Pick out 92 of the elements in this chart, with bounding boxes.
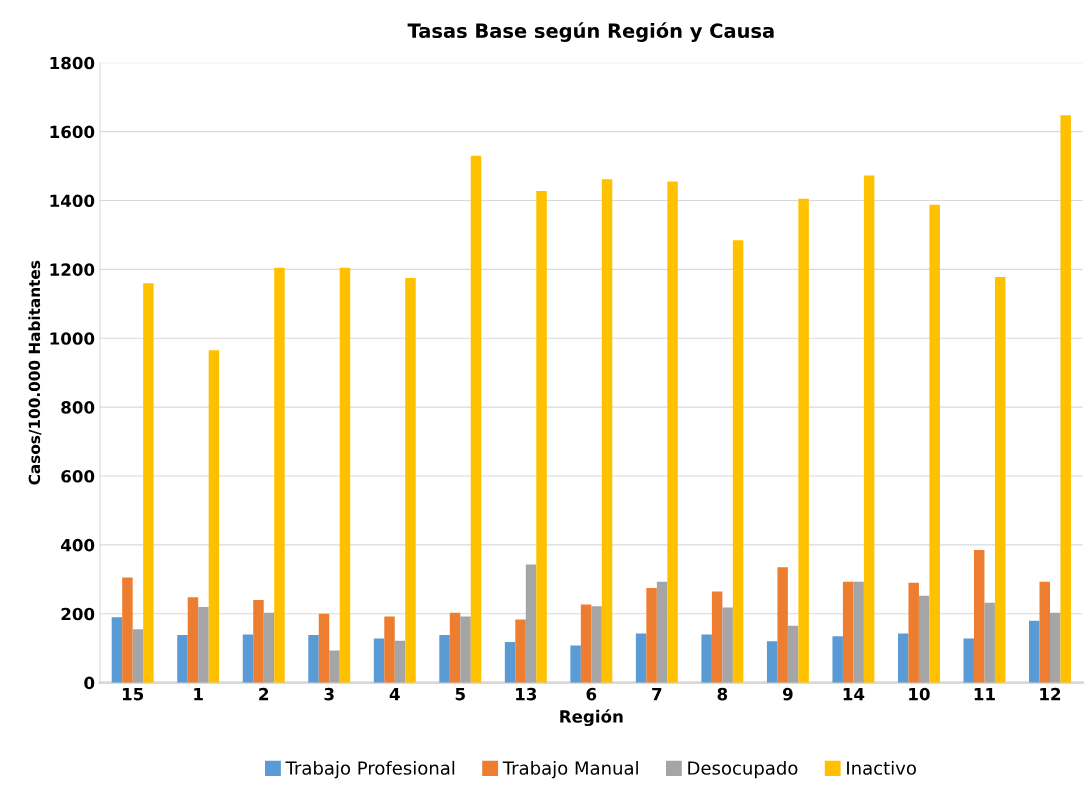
y-axis-title: Casos/100.000 Habitantes [28,260,42,485]
legend-label: Desocupado [688,760,798,779]
bar [460,616,471,683]
bar [973,550,985,683]
bar [515,619,526,683]
bar [329,650,340,683]
bar [667,181,678,683]
bar [308,635,319,683]
bar [601,179,613,683]
x-axis-title: Región [560,709,623,727]
bar [198,606,209,683]
bar [897,633,909,683]
y-tick-label: 400 [61,538,95,552]
bar [787,625,799,683]
bar [525,564,537,683]
bar [1039,581,1050,683]
x-tick-label: 9 [782,687,793,701]
bar [994,276,1006,683]
x-tick-label: 14 [843,688,865,701]
y-tick-label: 1600 [50,125,95,139]
bar [711,591,723,683]
bar [143,283,154,683]
bar [274,267,285,683]
bar [394,640,406,683]
x-tick-label: 4 [389,688,400,701]
y-tick-label: 1200 [50,263,95,276]
chart-title: Tasas Base según Región y Causa [407,22,774,42]
x-tick-label: 13 [516,687,537,701]
x-tick-label: 5 [455,688,465,701]
bar [570,645,581,683]
y-tick-label: 1400 [50,194,95,208]
bar [853,581,864,683]
bar [242,634,254,683]
bar [635,633,647,683]
x-tick-label: 8 [717,687,728,701]
bar [263,612,275,683]
bar [208,350,220,683]
bar [732,240,744,683]
x-tick-label: 15 [122,688,144,701]
bar [777,567,788,683]
bar [1029,620,1040,683]
bar [339,267,351,683]
bar [798,198,809,683]
x-tick-label: 3 [324,687,334,701]
bar [405,278,416,683]
bar [373,638,385,683]
x-tick-label: 6 [586,687,597,701]
bar [842,581,854,683]
y-tick-label: 0 [84,676,95,690]
bar [580,604,592,683]
bar [111,617,123,683]
bar [470,155,482,683]
bar [439,635,450,683]
bar [132,629,144,683]
bar [591,606,602,683]
bar [701,634,712,683]
bar [1060,115,1071,683]
y-tick-label: 1800 [50,56,95,70]
bar [177,635,188,683]
bar [918,595,930,683]
bar [832,636,843,683]
y-tick-label: 1000 [50,332,95,345]
bar [984,602,995,683]
bar [384,616,395,683]
bar [504,642,516,683]
bar [646,587,657,683]
bar [929,204,940,683]
legend-label: Trabajo Profesional [285,760,455,779]
bar [722,607,733,683]
x-tick-label: 12 [1040,687,1061,701]
bar [253,599,264,683]
legend-label: Trabajo Manual [502,760,638,779]
bar [318,613,330,683]
bar [863,175,875,683]
bar [187,597,199,683]
x-tick-label: 11 [974,688,995,701]
bar [536,190,547,683]
x-tick-label: 7 [652,688,662,701]
bar [766,641,778,683]
x-tick-label: 1 [194,688,203,701]
bar [908,582,919,683]
bar [1049,612,1061,683]
y-tick-label: 200 [61,607,95,621]
bar [963,638,974,683]
x-tick-label: 2 [259,687,269,701]
bar [449,612,461,683]
y-tick-label: 600 [61,469,95,483]
legend-label: Inactivo [847,760,916,775]
bar [656,581,668,683]
y-tick-label: 800 [61,401,95,414]
x-tick-label: 10 [909,687,930,701]
bar [122,577,133,683]
